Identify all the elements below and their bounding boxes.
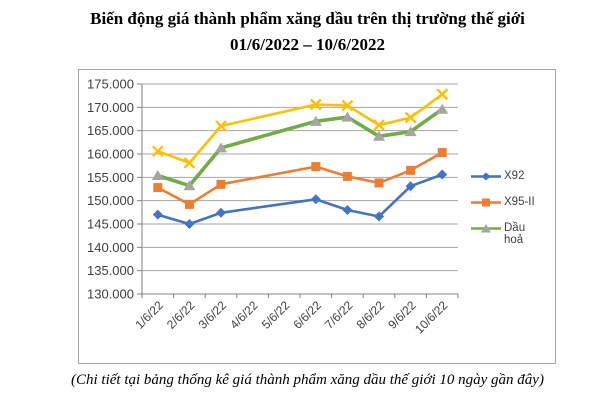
x-axis-tick-label: 8/6/22 — [354, 298, 388, 332]
data-point-marker — [406, 165, 416, 175]
legend-label: Dầu hoả — [504, 222, 526, 246]
data-point-marker — [183, 180, 196, 191]
data-point-marker — [405, 181, 416, 192]
data-point-marker — [404, 126, 417, 137]
data-point-marker — [373, 130, 385, 141]
series-line — [156, 107, 444, 188]
data-point-marker — [216, 207, 226, 218]
y-axis-tick-label: 160.000 — [87, 147, 134, 162]
legend-item-d-u-ho-: Dầu hoả — [471, 222, 544, 246]
chart-canvas: 130.000 135.000 140.000 145.000 150.000 155.0… — [87, 77, 459, 336]
data-point-marker — [215, 120, 227, 132]
x-axis-tick-label: 3/6/22 — [196, 298, 230, 332]
x-axis-tick-label: 10/6/22 — [412, 298, 450, 336]
data-point-marker — [216, 179, 226, 189]
data-point-marker — [309, 98, 322, 111]
x-axis-tick-label: 6/6/22 — [290, 298, 324, 332]
chart-subtitle: 01/6/2022 – 10/6/2022 — [230, 35, 385, 54]
footer-note: (Chi tiết tại bảng thống kê giá thành ph… — [71, 372, 544, 388]
series-line — [156, 151, 444, 206]
y-axis-tick-label: 175.000 — [87, 77, 134, 92]
legend-marker-icon — [471, 224, 501, 233]
data-point-marker — [437, 148, 447, 158]
x-axis-tick-label: 2/6/22 — [164, 298, 198, 332]
data-point-marker — [404, 111, 417, 124]
data-point-marker — [151, 145, 164, 158]
data-point-marker — [183, 157, 196, 169]
y-axis-tick-label: 170.000 — [87, 100, 134, 115]
data-point-marker — [374, 211, 384, 222]
data-point-marker — [151, 169, 164, 180]
legend-label: X95-II — [504, 196, 535, 208]
y-axis-tick-label: 150.000 — [87, 193, 134, 208]
data-point-marker — [184, 219, 195, 229]
data-point-marker — [215, 142, 227, 153]
data-point-marker — [436, 88, 449, 101]
chart-legend: X92 X95-II Dầu hoả — [471, 170, 544, 246]
chart-title: Biến động giá thành phẩm xăng dầu trên t… — [90, 9, 525, 28]
data-point-marker — [437, 169, 448, 180]
data-point-marker — [436, 103, 449, 114]
y-axis-tick-label: 155.000 — [87, 170, 134, 185]
legend-item-x92: X92 — [471, 170, 544, 182]
legend-label: X92 — [504, 170, 525, 182]
x-axis-tick-label: 1/6/22 — [132, 298, 166, 332]
legend-item-x95-ii: X95-II — [471, 196, 544, 208]
data-point-marker — [342, 205, 353, 215]
series-line — [156, 173, 444, 226]
data-point-marker — [310, 194, 321, 205]
legend-marker-icon — [471, 172, 501, 181]
legend-marker-icon — [471, 198, 501, 207]
data-point-marker — [184, 199, 194, 209]
y-axis-tick-label: 145.000 — [87, 217, 134, 232]
x-axis-tick-label: 5/6/22 — [259, 298, 293, 332]
data-point-marker — [374, 178, 384, 188]
data-point-marker — [341, 111, 354, 122]
chart-area: 130.000 135.000 140.000 145.000 150.000 155.0… — [78, 69, 556, 364]
x-axis-tick-label: 4/6/22 — [227, 298, 261, 332]
chart-title-block: Biến động giá thành phẩm xăng dầu trên t… — [0, 6, 615, 58]
x-axis-tick-label: 7/6/22 — [322, 298, 356, 332]
series-line — [156, 93, 444, 165]
y-axis-tick-label: 140.000 — [87, 240, 134, 255]
data-point-marker — [152, 209, 163, 220]
y-axis-tick-label: 135.000 — [87, 263, 134, 278]
data-point-marker — [311, 162, 321, 172]
y-axis-tick-label: 130.000 — [87, 287, 134, 302]
data-point-marker — [153, 183, 163, 193]
data-point-marker — [373, 119, 385, 131]
data-point-marker — [309, 115, 322, 126]
data-point-marker — [342, 171, 352, 181]
y-axis-tick-label: 165.000 — [87, 123, 134, 138]
data-point-marker — [341, 99, 354, 112]
